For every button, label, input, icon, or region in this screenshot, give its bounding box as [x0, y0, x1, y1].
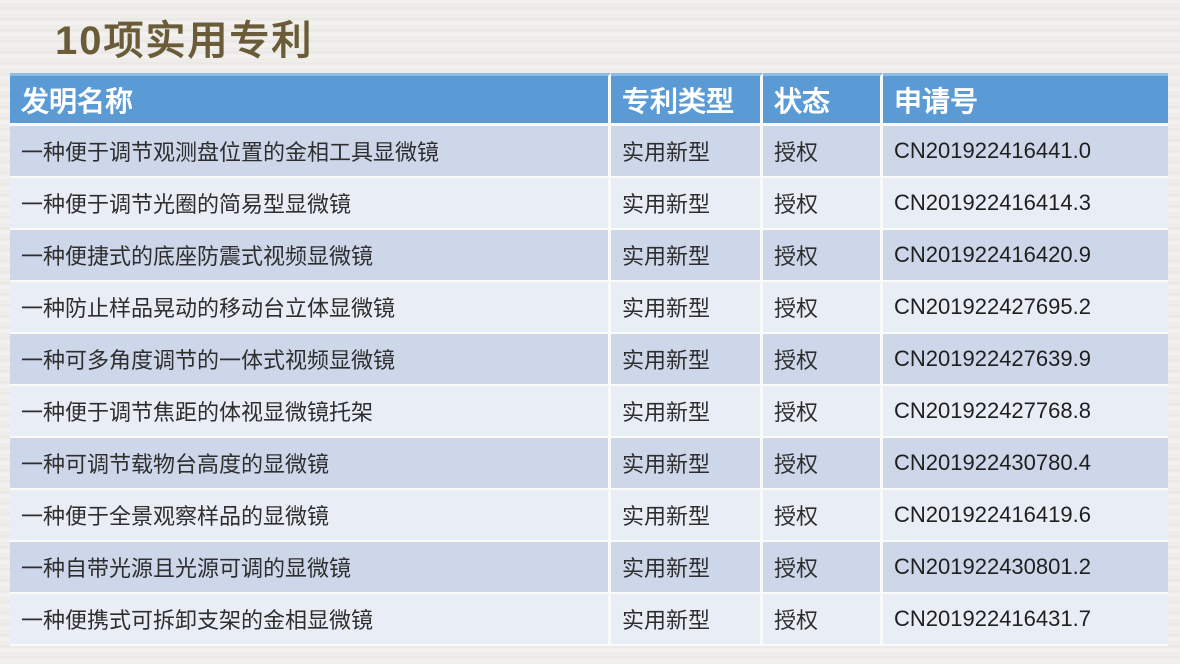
cell-patent-type: 实用新型 — [611, 386, 763, 438]
cell-patent-type: 实用新型 — [611, 282, 763, 334]
cell-patent-type: 实用新型 — [611, 230, 763, 282]
cell-application-number: CN201922427639.9 — [883, 334, 1168, 386]
cell-status: 授权 — [763, 542, 883, 594]
table-row: 一种便携式可拆卸支架的金相显微镜 实用新型 授权 CN201922416431.… — [10, 594, 1168, 646]
table-row: 一种便于调节光圈的简易型显微镜 实用新型 授权 CN201922416414.3 — [10, 178, 1168, 230]
cell-invention-name: 一种便于调节焦距的体视显微镜托架 — [10, 386, 611, 438]
cell-application-number: CN201922427695.2 — [883, 282, 1168, 334]
cell-status: 授权 — [763, 438, 883, 490]
cell-invention-name: 一种可多角度调节的一体式视频显微镜 — [10, 334, 611, 386]
column-header-invention-name: 发明名称 — [10, 73, 611, 126]
cell-patent-type: 实用新型 — [611, 334, 763, 386]
column-header-patent-type: 专利类型 — [611, 73, 763, 126]
cell-application-number: CN201922416419.6 — [883, 490, 1168, 542]
cell-invention-name: 一种防止样品晃动的移动台立体显微镜 — [10, 282, 611, 334]
table-row: 一种便于调节焦距的体视显微镜托架 实用新型 授权 CN201922427768.… — [10, 386, 1168, 438]
table-row: 一种便于调节观测盘位置的金相工具显微镜 实用新型 授权 CN2019224164… — [10, 126, 1168, 178]
cell-invention-name: 一种便于调节光圈的简易型显微镜 — [10, 178, 611, 230]
table-row: 一种自带光源且光源可调的显微镜 实用新型 授权 CN201922430801.2 — [10, 542, 1168, 594]
cell-patent-type: 实用新型 — [611, 490, 763, 542]
cell-status: 授权 — [763, 126, 883, 178]
cell-status: 授权 — [763, 594, 883, 646]
table-row: 一种便捷式的底座防震式视频显微镜 实用新型 授权 CN201922416420.… — [10, 230, 1168, 282]
cell-application-number: CN201922427768.8 — [883, 386, 1168, 438]
cell-application-number: CN201922430780.4 — [883, 438, 1168, 490]
cell-patent-type: 实用新型 — [611, 438, 763, 490]
cell-invention-name: 一种便携式可拆卸支架的金相显微镜 — [10, 594, 611, 646]
cell-application-number: CN201922416441.0 — [883, 126, 1168, 178]
table-row: 一种可多角度调节的一体式视频显微镜 实用新型 授权 CN201922427639… — [10, 334, 1168, 386]
patent-table-body: 一种便于调节观测盘位置的金相工具显微镜 实用新型 授权 CN2019224164… — [10, 126, 1168, 646]
cell-invention-name: 一种便于全景观察样品的显微镜 — [10, 490, 611, 542]
header-row: 发明名称 专利类型 状态 申请号 — [10, 73, 1168, 126]
column-header-application-number: 申请号 — [883, 73, 1168, 126]
cell-invention-name: 一种便捷式的底座防震式视频显微镜 — [10, 230, 611, 282]
table-row: 一种防止样品晃动的移动台立体显微镜 实用新型 授权 CN201922427695… — [10, 282, 1168, 334]
cell-patent-type: 实用新型 — [611, 178, 763, 230]
cell-status: 授权 — [763, 490, 883, 542]
cell-patent-type: 实用新型 — [611, 594, 763, 646]
column-header-status: 状态 — [763, 73, 883, 126]
table-row: 一种便于全景观察样品的显微镜 实用新型 授权 CN201922416419.6 — [10, 490, 1168, 542]
cell-application-number: CN201922416414.3 — [883, 178, 1168, 230]
cell-invention-name: 一种便于调节观测盘位置的金相工具显微镜 — [10, 126, 611, 178]
patents-table-header: 发明名称 专利类型 状态 申请号 — [10, 73, 1168, 126]
cell-application-number: CN201922416420.9 — [883, 230, 1168, 282]
cell-status: 授权 — [763, 178, 883, 230]
cell-invention-name: 一种可调节载物台高度的显微镜 — [10, 438, 611, 490]
patents-table-wrap: 发明名称 专利类型 状态 申请号 一种便于调节观测盘位置的金相工具显微镜 实用新… — [10, 73, 1168, 646]
cell-application-number: CN201922430801.2 — [883, 542, 1168, 594]
table-row: 一种可调节载物台高度的显微镜 实用新型 授权 CN201922430780.4 — [10, 438, 1168, 490]
cell-patent-type: 实用新型 — [611, 126, 763, 178]
page-title: 10项实用专利 — [55, 19, 314, 63]
cell-status: 授权 — [763, 282, 883, 334]
cell-status: 授权 — [763, 334, 883, 386]
cell-invention-name: 一种自带光源且光源可调的显微镜 — [10, 542, 611, 594]
cell-status: 授权 — [763, 230, 883, 282]
patents-table: 发明名称 专利类型 状态 申请号 一种便于调节观测盘位置的金相工具显微镜 实用新… — [10, 73, 1168, 646]
cell-application-number: CN201922416431.7 — [883, 594, 1168, 646]
cell-patent-type: 实用新型 — [611, 542, 763, 594]
cell-status: 授权 — [763, 386, 883, 438]
